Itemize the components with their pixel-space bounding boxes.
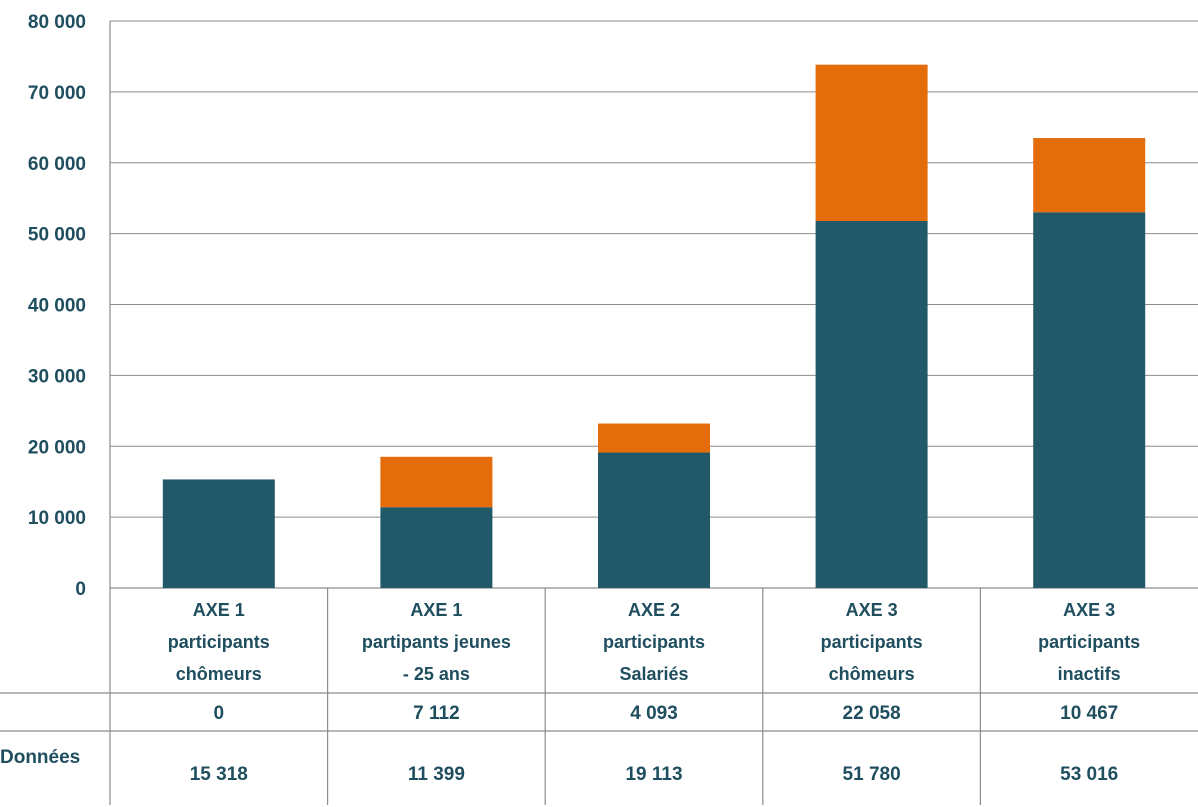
y-tick-label: 20 000 xyxy=(28,437,86,458)
table-row-label: Données xyxy=(0,747,80,768)
bar-segment-series-1 xyxy=(815,221,928,588)
y-tick-label: 30 000 xyxy=(28,366,86,387)
x-category-label: partipants jeunes xyxy=(362,632,511,652)
bar-segment-series-2 xyxy=(1033,138,1146,213)
x-category-label: AXE 3 xyxy=(846,600,898,620)
table-cell-value: 53 016 xyxy=(1060,764,1118,785)
x-category-label: AXE 1 xyxy=(410,600,462,620)
bar-segment-series-1 xyxy=(380,507,493,588)
x-category-label: AXE 2 xyxy=(628,600,680,620)
table-cell-value: 22 058 xyxy=(843,703,901,724)
x-category-label: AXE 1 xyxy=(193,600,245,620)
bar-segment-series-2 xyxy=(380,456,493,508)
bar-segment-series-2 xyxy=(598,423,710,453)
x-category-label: Salariés xyxy=(619,664,688,684)
y-tick-label: 40 000 xyxy=(28,296,86,317)
y-axis-tick-labels: 0 10 000 20 000 30 000 40 000 50 000 60 000 70 … xyxy=(28,12,86,600)
data-table: AXE 1 participants chômeurs 0 15 318 AXE 1 par… xyxy=(0,588,1198,805)
y-tick-label: 70 000 xyxy=(28,83,86,104)
x-category-label: chômeurs xyxy=(829,664,915,684)
x-category-label: chômeurs xyxy=(176,664,262,684)
y-tick-label: 80 000 xyxy=(28,12,86,33)
bar-segment-series-1 xyxy=(1033,212,1146,589)
x-category-label: participants xyxy=(168,632,270,652)
bar-segment-series-1 xyxy=(162,479,275,588)
gridlines xyxy=(109,20,1198,805)
y-tick-label: 10 000 xyxy=(28,508,86,529)
table-cell-value: 0 xyxy=(214,703,225,724)
table-cell-value: 15 318 xyxy=(190,764,248,785)
y-tick-label: 0 xyxy=(75,579,86,600)
x-category-label: inactifs xyxy=(1058,664,1121,684)
bars xyxy=(162,64,1146,589)
table-cell-value: 51 780 xyxy=(843,764,901,785)
table-cell-value: 10 467 xyxy=(1060,703,1118,724)
y-tick-label: 60 000 xyxy=(28,154,86,175)
x-category-label: participants xyxy=(1038,632,1140,652)
bar-segment-series-2 xyxy=(815,64,928,222)
table-cell-value: 4 093 xyxy=(630,703,678,724)
x-category-label: participants xyxy=(603,632,705,652)
bar-segment-series-1 xyxy=(598,452,710,588)
table-cell-value: 11 399 xyxy=(408,764,465,785)
table-cell-value: 19 113 xyxy=(625,764,682,785)
x-category-label: participants xyxy=(821,632,923,652)
x-category-label: - 25 ans xyxy=(403,664,470,684)
y-tick-label: 50 000 xyxy=(28,225,86,246)
table-cell-value: 7 112 xyxy=(413,703,460,724)
x-category-label: AXE 3 xyxy=(1063,600,1115,620)
